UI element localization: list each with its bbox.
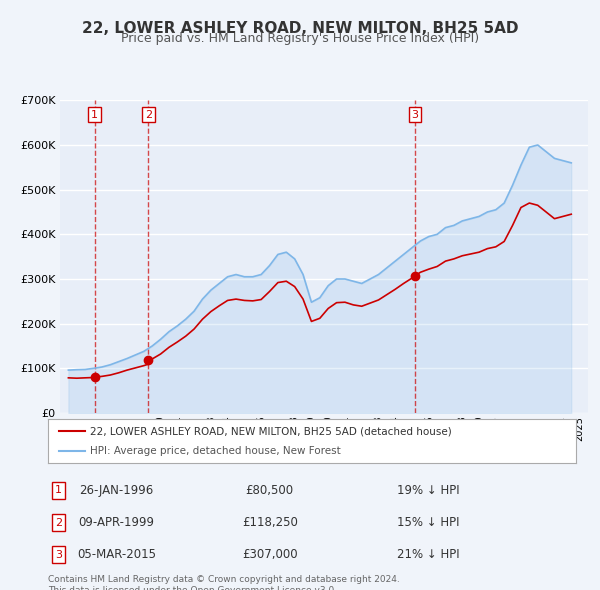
Text: 3: 3	[55, 550, 62, 560]
Text: 22, LOWER ASHLEY ROAD, NEW MILTON, BH25 5AD: 22, LOWER ASHLEY ROAD, NEW MILTON, BH25 …	[82, 21, 518, 35]
Text: £307,000: £307,000	[242, 548, 298, 561]
Text: 1: 1	[91, 110, 98, 120]
Text: 26-JAN-1996: 26-JAN-1996	[80, 484, 154, 497]
Text: 22, LOWER ASHLEY ROAD, NEW MILTON, BH25 5AD (detached house): 22, LOWER ASHLEY ROAD, NEW MILTON, BH25 …	[90, 427, 452, 436]
Text: Contains HM Land Registry data © Crown copyright and database right 2024.
This d: Contains HM Land Registry data © Crown c…	[48, 575, 400, 590]
Text: 2: 2	[145, 110, 152, 120]
Text: Price paid vs. HM Land Registry's House Price Index (HPI): Price paid vs. HM Land Registry's House …	[121, 32, 479, 45]
Text: HPI: Average price, detached house, New Forest: HPI: Average price, detached house, New …	[90, 446, 341, 455]
Text: 09-APR-1999: 09-APR-1999	[79, 516, 155, 529]
Text: 19% ↓ HPI: 19% ↓ HPI	[397, 484, 460, 497]
Text: 15% ↓ HPI: 15% ↓ HPI	[397, 516, 460, 529]
Text: 2: 2	[55, 517, 62, 527]
Text: 3: 3	[412, 110, 418, 120]
Text: 1: 1	[55, 486, 62, 496]
Text: £118,250: £118,250	[242, 516, 298, 529]
Text: 05-MAR-2015: 05-MAR-2015	[77, 548, 156, 561]
Text: £80,500: £80,500	[245, 484, 294, 497]
Text: 21% ↓ HPI: 21% ↓ HPI	[397, 548, 460, 561]
